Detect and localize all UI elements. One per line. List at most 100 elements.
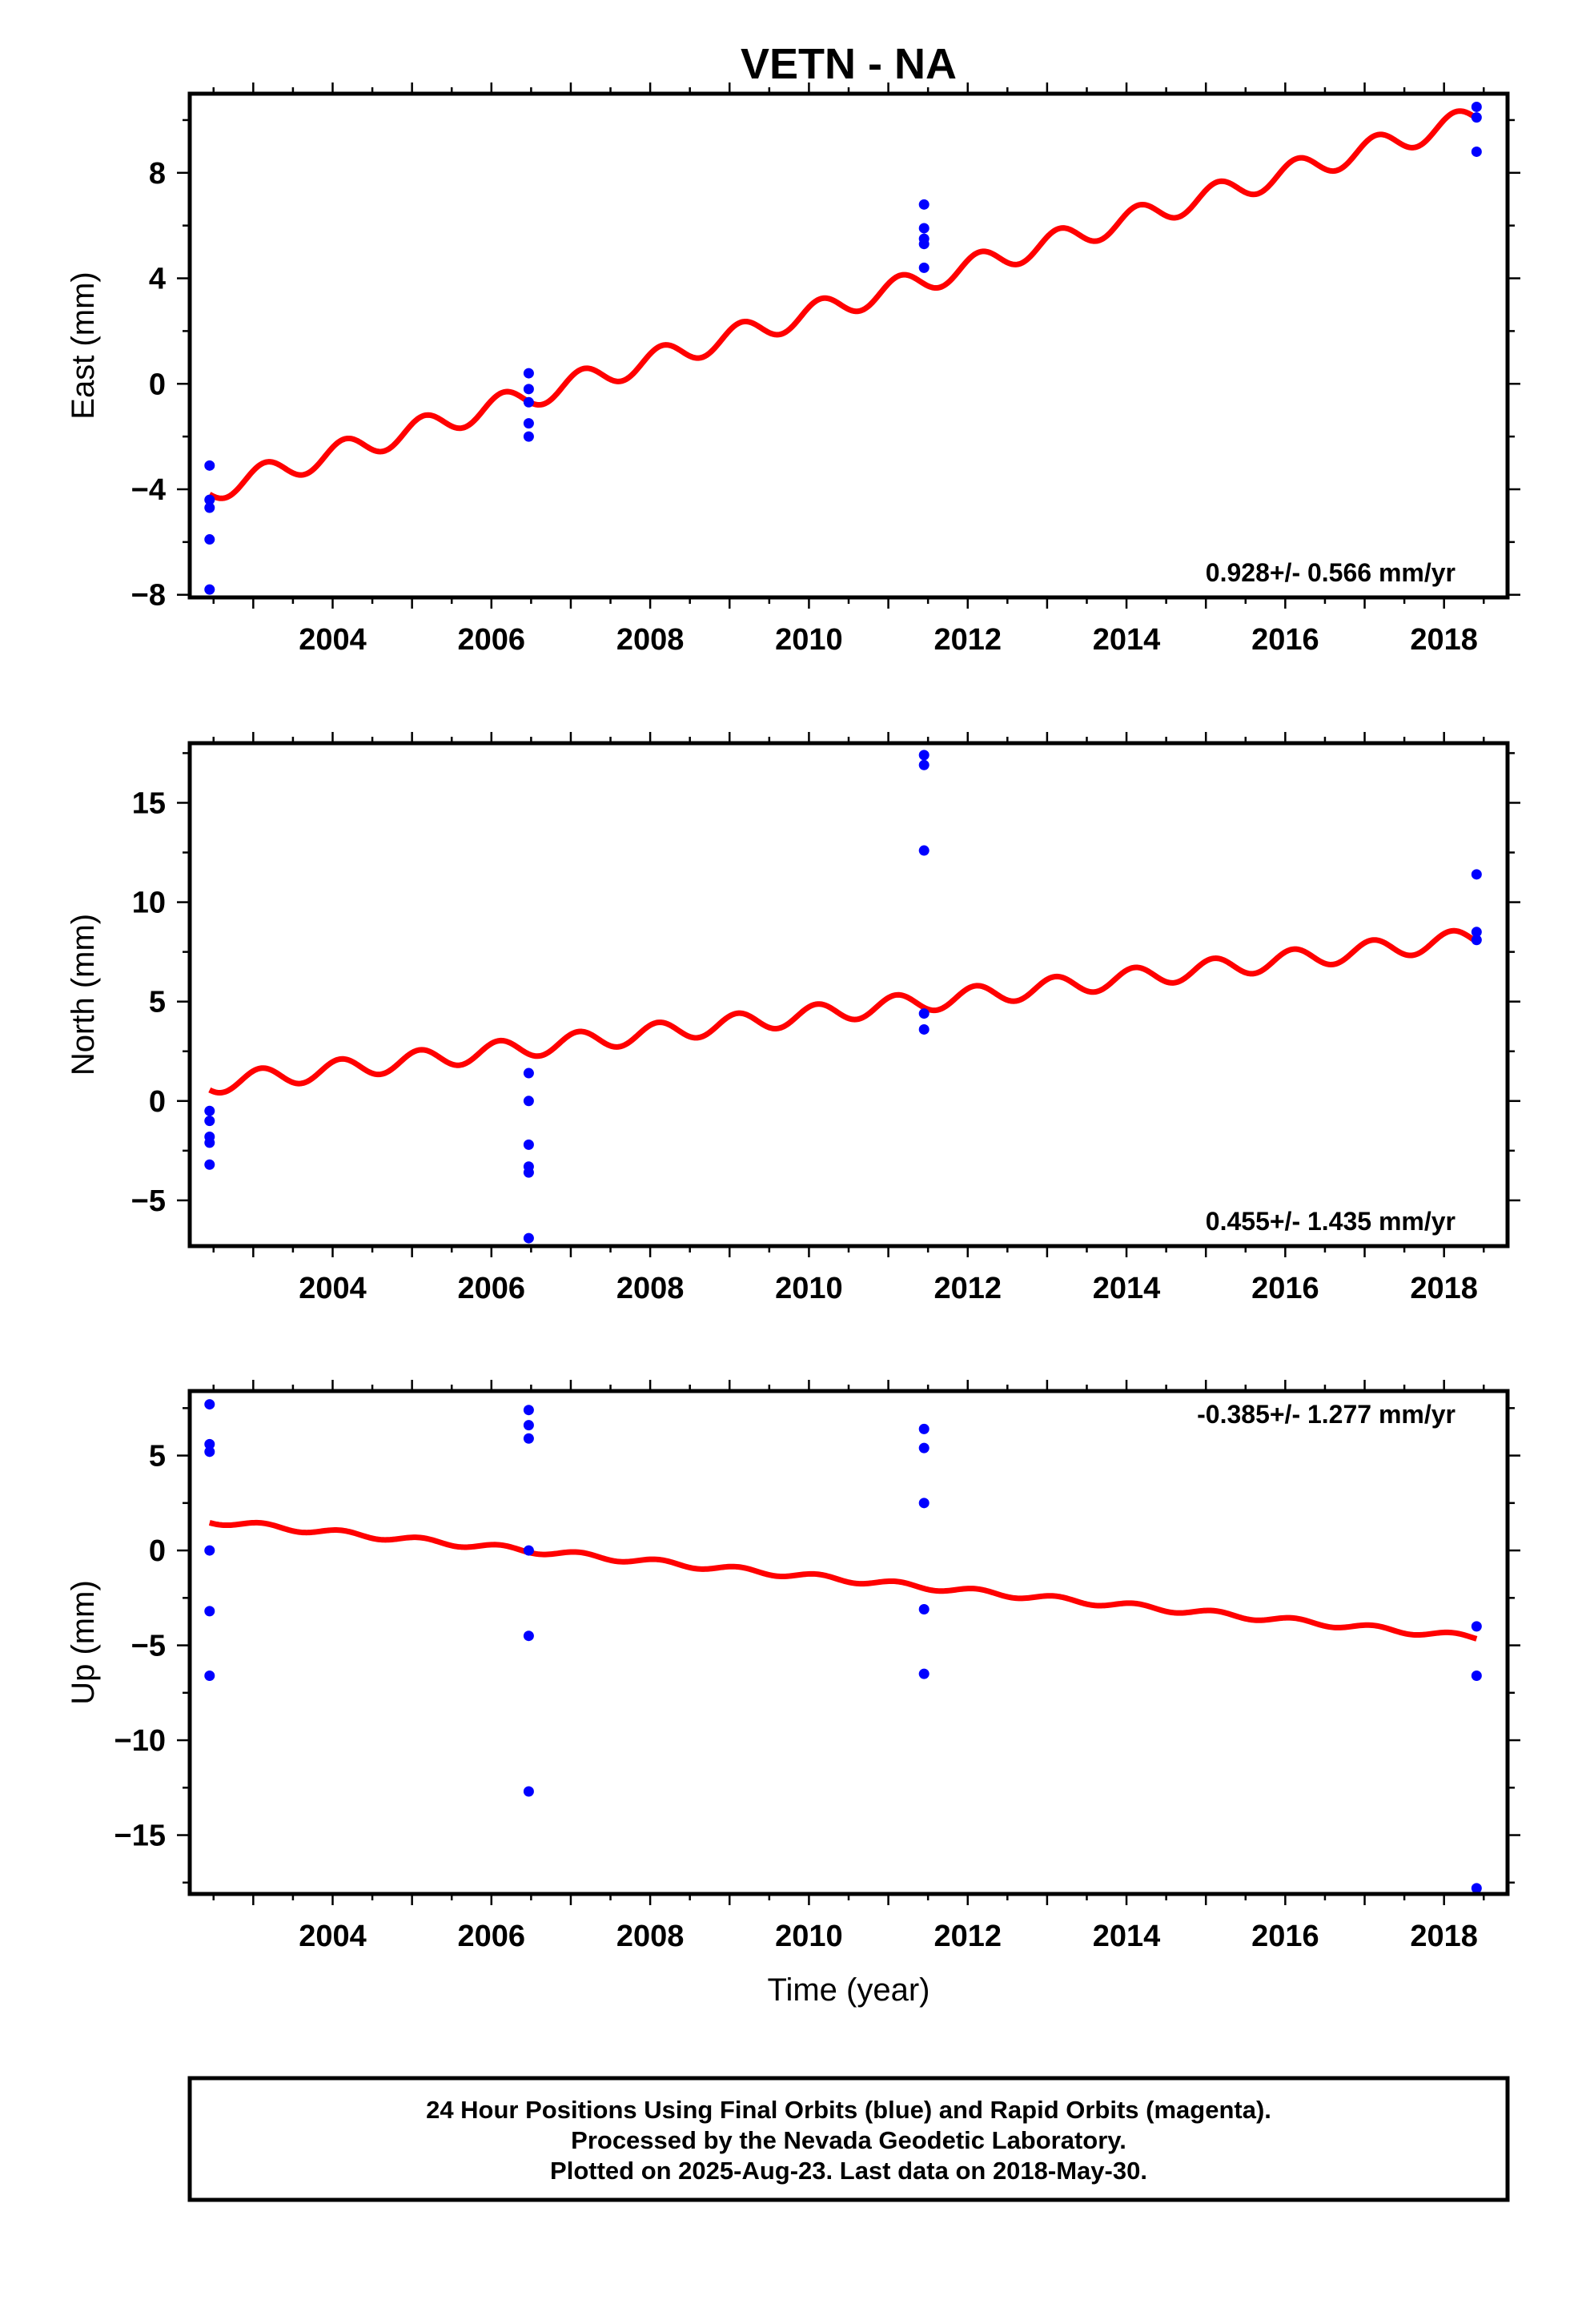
east-data-point — [204, 460, 215, 471]
up-data-point — [1471, 1621, 1482, 1632]
east-plot-area: −8 −4 0 4 8 2004 2006 2008 2010 2012 2014 2016 2018 — [131, 82, 1520, 657]
north-x-tick-label: 2014 — [1093, 1272, 1161, 1305]
north-data-point — [523, 1068, 534, 1079]
up-x-tick-label: 2006 — [458, 1920, 526, 1953]
up-plot-area: −15 −10 −5 0 5 2004 2006 2008 2010 2012 2014 2016 20… — [114, 1380, 1520, 1953]
east-data-point — [523, 418, 534, 429]
up-data-point — [523, 1405, 534, 1416]
north-data-point — [204, 1137, 215, 1148]
east-y-tick-label: 0 — [149, 368, 166, 401]
up-x-tick-label: 2008 — [616, 1920, 685, 1953]
up-data-point — [204, 1399, 215, 1410]
up-data-point — [204, 1446, 215, 1458]
north-data-point — [918, 1023, 930, 1035]
north-y-tick-label: 15 — [132, 786, 166, 820]
east-rate-label: 0.928+/- 0.566 mm/yr — [1206, 558, 1456, 587]
north-x-tick-label: 2018 — [1410, 1272, 1478, 1305]
up-data-point — [918, 1668, 930, 1679]
north-data-point — [204, 1116, 215, 1127]
east-fit-line — [208, 108, 1479, 501]
up-data-point — [1471, 1883, 1482, 1894]
up-data-point — [918, 1604, 930, 1615]
north-data-point — [1471, 935, 1482, 946]
up-y-tick-label: −5 — [131, 1630, 166, 1663]
up-data-point — [918, 1498, 930, 1509]
up-data-point — [523, 1433, 534, 1444]
up-rate-label: -0.385+/- 1.277 mm/yr — [1197, 1400, 1456, 1429]
north-y-tick-label: 0 — [149, 1085, 166, 1119]
up-data-point — [1471, 1670, 1482, 1681]
north-data-point — [918, 1008, 930, 1019]
north-y-tick-label: −5 — [131, 1184, 166, 1218]
east-x-tick-label: 2018 — [1410, 623, 1478, 657]
north-rate-label: 0.455+/- 1.435 mm/yr — [1206, 1207, 1456, 1236]
north-data-point — [918, 750, 930, 761]
up-x-tick-label: 2014 — [1093, 1920, 1161, 1953]
east-y-tick-label: 4 — [149, 263, 166, 296]
up-data-point — [523, 1786, 534, 1797]
north-x-tick-label: 2008 — [616, 1272, 685, 1305]
up-data-point — [523, 1545, 534, 1556]
north-x-tick-label: 2006 — [458, 1272, 526, 1305]
north-data-point — [523, 1096, 534, 1107]
panel-up: −15 −10 −5 0 5 2004 2006 2008 2010 2012 2014 2016 20… — [66, 1380, 1520, 1953]
up-fit-line — [208, 1519, 1478, 1642]
east-data-point — [204, 494, 215, 505]
panel-north: −5 0 5 10 15 2004 2006 2008 2010 2012 2014 2016 2018… — [66, 732, 1520, 1305]
east-data-point — [204, 534, 215, 545]
east-y-tick-label: −8 — [131, 579, 166, 613]
east-data-point — [918, 239, 930, 250]
east-data-point — [1471, 101, 1482, 112]
east-x-tick-label: 2004 — [299, 623, 367, 657]
up-x-tick-label: 2004 — [299, 1920, 367, 1953]
up-data-point — [523, 1420, 534, 1431]
east-data-point — [523, 384, 534, 395]
east-y-tick-label: −4 — [131, 473, 166, 507]
east-data-point — [204, 502, 215, 513]
up-data-point — [918, 1423, 930, 1434]
up-y-axis-label: Up (mm) — [66, 1580, 101, 1705]
up-data-point — [204, 1438, 215, 1449]
north-x-tick-label: 2004 — [299, 1272, 367, 1305]
east-y-axis-label: East (mm) — [66, 271, 101, 419]
east-data-point — [918, 223, 930, 234]
up-x-tick-label: 2018 — [1410, 1920, 1478, 1953]
up-y-tick-label: −15 — [114, 1819, 166, 1853]
north-data-point — [204, 1159, 215, 1170]
up-y-tick-label: 0 — [149, 1534, 166, 1568]
east-data-point — [204, 584, 215, 595]
east-data-point — [1471, 112, 1482, 123]
north-y-axis-label: North (mm) — [66, 914, 101, 1076]
up-x-tick-label: 2016 — [1251, 1920, 1319, 1953]
figure-title: VETN - NA — [741, 40, 957, 88]
east-data-point — [1471, 146, 1482, 157]
north-x-tick-label: 2012 — [934, 1272, 1002, 1305]
east-data-point — [918, 262, 930, 273]
up-data-point — [523, 1630, 534, 1642]
east-data-point — [918, 199, 930, 210]
north-fit-line — [208, 927, 1479, 1096]
up-x-tick-label: 2010 — [775, 1920, 843, 1953]
north-frame — [187, 741, 1510, 1248]
north-data-point — [523, 1139, 534, 1150]
up-data-point — [918, 1442, 930, 1454]
north-plot-area: −5 0 5 10 15 2004 2006 2008 2010 2012 2014 2016 2018 — [131, 732, 1520, 1305]
east-data-point — [523, 368, 534, 379]
north-data-point — [523, 1232, 534, 1244]
north-data-point — [918, 845, 930, 856]
footer-frame — [187, 2076, 1510, 2202]
up-data-point — [204, 1670, 215, 1681]
north-y-tick-label: 10 — [132, 887, 166, 920]
north-y-tick-label: 5 — [149, 986, 166, 1019]
east-y-tick-label: 8 — [149, 157, 166, 191]
north-data-point — [204, 1105, 215, 1116]
east-x-tick-label: 2006 — [458, 623, 526, 657]
north-x-tick-label: 2016 — [1251, 1272, 1319, 1305]
north-data-point — [1471, 869, 1482, 880]
up-data-point — [204, 1606, 215, 1617]
footer-line-1: 24 Hour Positions Using Final Orbits (bl… — [426, 2096, 1271, 2124]
east-x-tick-label: 2012 — [934, 623, 1002, 657]
up-y-tick-label: −10 — [114, 1724, 166, 1758]
